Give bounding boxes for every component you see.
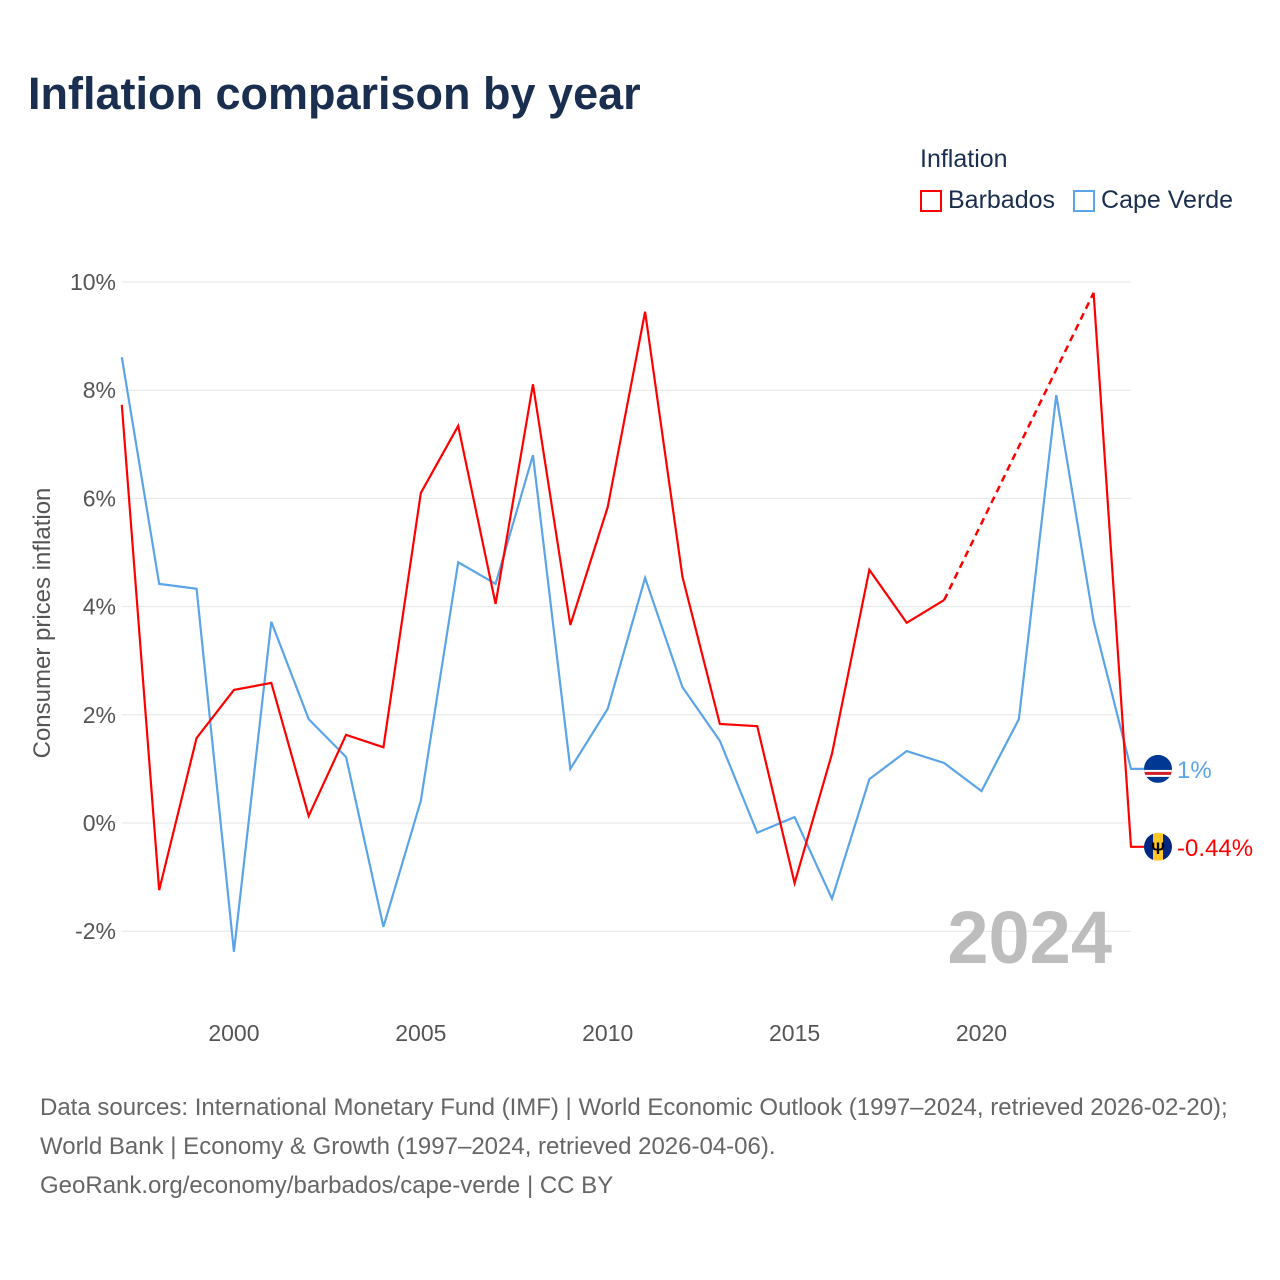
legend-label: Cape Verde [1101,186,1234,214]
source-link[interactable]: GeoRank.org/economy/barbados/cape-verde … [40,1172,614,1199]
x-tick-label: 2010 [582,1020,633,1046]
end-label-barbados: -0.44% [1177,835,1253,862]
x-tick-label: 2005 [395,1020,446,1046]
y-tick-label: 10% [70,269,116,295]
svg-text:Ψ: Ψ [1151,839,1165,858]
y-tick-label: 8% [83,377,116,403]
legend-item-cape-verde[interactable]: Cape Verde [1073,186,1233,215]
cape-verde-flag-icon [1144,754,1172,783]
source-text: Data sources: International Monetary Fun… [40,1094,1228,1160]
y-tick-label: -2% [75,918,116,944]
legend: Barbados Cape Verde [920,186,1233,215]
source-note: Data sources: International Monetary Fun… [40,1088,1250,1205]
y-tick-label: 2% [83,702,116,728]
x-tick-label: 2020 [956,1020,1007,1046]
legend-label: Barbados [948,186,1056,214]
end-label-cape-verde: 1% [1177,757,1212,784]
legend-title: Inflation [920,145,1008,173]
legend-swatch-barbados [920,189,942,212]
series-line-cape-verde [120,357,1145,952]
barbados-flag-icon: Ψ [1144,832,1172,861]
series-gap-barbados [942,292,1095,601]
x-tick-label: 2000 [208,1020,259,1046]
legend-item-barbados[interactable]: Barbados [920,186,1055,215]
y-tick-label: 6% [83,485,116,511]
series-line-barbados [120,292,1145,891]
chart-title: Inflation comparison by year [28,68,641,119]
y-tick-label: 0% [83,810,116,836]
y-tick-label: 4% [83,594,116,620]
year-watermark: 2024 [947,896,1112,979]
x-tick-label: 2015 [769,1020,820,1046]
legend-swatch-cape-verde [1073,189,1096,212]
y-axis-label: Consumer prices inflation [29,488,56,759]
